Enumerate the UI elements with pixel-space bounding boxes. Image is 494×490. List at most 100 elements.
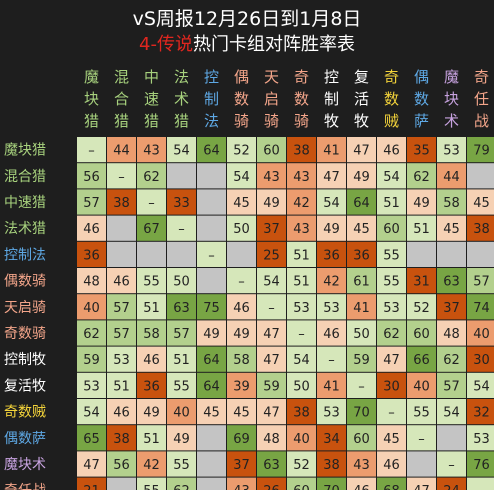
cell-value-label: 51 <box>383 196 400 211</box>
heatmap-cell <box>227 346 256 372</box>
cell-value-label: 51 <box>143 432 160 447</box>
cell-value-label: 38 <box>473 222 490 237</box>
cell-value-label: 46 <box>323 327 340 342</box>
cell-value-label: 54 <box>323 196 340 211</box>
cell-value-label: 34 <box>323 432 340 447</box>
column-header-char: 数 <box>384 90 399 108</box>
heatmap-cell <box>287 137 316 163</box>
heatmap-cell <box>377 215 406 241</box>
heatmap-cell <box>77 163 106 189</box>
heatmap-cell <box>407 399 436 425</box>
cell-value-label: 62 <box>413 170 430 185</box>
heatmap-cell <box>257 215 286 241</box>
cell-value-label: 46 <box>233 301 250 316</box>
cell-value-label: 41 <box>353 301 370 316</box>
heatmap-cell <box>287 372 316 398</box>
heatmap-cell <box>347 241 376 267</box>
heatmap-cell <box>287 268 316 294</box>
cell-value-label: 55 <box>413 406 430 421</box>
cell-value-label: – <box>388 406 395 421</box>
cell-value-label: 51 <box>293 275 310 290</box>
heatmap-cell <box>407 372 436 398</box>
cell-value-label: 47 <box>383 353 400 368</box>
row-header: 魔块术 <box>4 457 46 473</box>
cell-value-label: – <box>238 275 245 290</box>
cell-value-label: 24 <box>443 484 460 490</box>
heatmap-cell <box>197 268 226 294</box>
cell-value-label: 55 <box>173 458 190 473</box>
heatmap-cell <box>167 189 196 215</box>
column-header-char: 魔 <box>444 68 459 86</box>
heatmap-cell <box>227 137 256 163</box>
cell-value-label: – <box>418 432 425 447</box>
heatmap-cell <box>407 451 436 477</box>
heatmap-cell <box>137 268 166 294</box>
column-header-char: 块 <box>84 90 99 108</box>
cell-value-label: 65 <box>83 432 100 447</box>
heatmap-cell <box>317 320 346 346</box>
heatmap-cell <box>437 425 466 451</box>
heatmap-cell <box>197 399 226 425</box>
cell-value-label: 50 <box>293 379 310 394</box>
heatmap-cell <box>137 163 166 189</box>
column-header-char: 数 <box>414 90 429 108</box>
heatmap-cell <box>77 346 106 372</box>
heatmap-cell <box>257 477 286 490</box>
heatmap-cell <box>437 189 466 215</box>
cell-value-label: – <box>88 144 95 159</box>
column-header-char: 牧 <box>354 112 369 130</box>
heatmap-cell <box>107 372 136 398</box>
cell-value-label: 43 <box>143 144 160 159</box>
cell-value-label: 64 <box>203 144 220 159</box>
cell-value-label: 47 <box>323 170 340 185</box>
heatmap-cell <box>257 346 286 372</box>
cell-value-label: 44 <box>113 144 130 159</box>
heatmap-cell <box>227 163 256 189</box>
cell-value-label: 26 <box>263 484 280 490</box>
row-header: 控制法 <box>4 247 46 263</box>
heatmap-cell <box>347 268 376 294</box>
heatmap-cell <box>317 294 346 320</box>
cell-value-label: 54 <box>443 406 460 421</box>
heatmap-cell <box>257 399 286 425</box>
heatmap-cell <box>347 163 376 189</box>
cell-value-label: 49 <box>323 222 340 237</box>
cell-value-label: 54 <box>263 275 280 290</box>
heatmap-cell <box>467 425 494 451</box>
heatmap-cell <box>317 372 346 398</box>
column-header-char: 萨 <box>414 112 429 130</box>
heatmap-cell <box>107 137 136 163</box>
cell-value-label: – <box>178 222 185 237</box>
cell-value-label: 60 <box>263 144 280 159</box>
cell-value-label: 63 <box>263 458 280 473</box>
heatmap-cell <box>227 320 256 346</box>
cell-value-label: 41 <box>323 379 340 394</box>
heatmap-cell <box>437 268 466 294</box>
heatmap-cell <box>197 320 226 346</box>
cell-value-label: 70 <box>353 406 370 421</box>
heatmap-cell <box>377 425 406 451</box>
heatmap-cell <box>77 137 106 163</box>
cell-value-label: 64 <box>353 196 370 211</box>
cell-value-label: 54 <box>83 406 100 421</box>
cell-value-label: 56 <box>113 458 130 473</box>
heatmap-cell <box>317 399 346 425</box>
column-header: 偶数骑 <box>234 68 249 130</box>
heatmap-cell <box>287 399 316 425</box>
cell-value-label: 49 <box>413 196 430 211</box>
cell-value-label: 43 <box>293 222 310 237</box>
heatmap-cell <box>347 399 376 425</box>
column-header-char: 数 <box>294 90 309 108</box>
cell-value-label: 35 <box>413 144 430 159</box>
cell-value-label: 67 <box>143 222 160 237</box>
heatmap-cell <box>167 346 196 372</box>
cell-value-label: 53 <box>293 301 310 316</box>
row-header: 奇数贼 <box>4 404 46 421</box>
column-header: 控制牧 <box>324 68 339 130</box>
cell-value-label: 45 <box>203 406 220 421</box>
column-header-char: 偶 <box>234 68 249 86</box>
cell-value-label: 62 <box>143 170 160 185</box>
column-header-char: 猎 <box>84 112 99 130</box>
column-header-char: 牧 <box>324 112 339 130</box>
cell-value-label: 60 <box>413 327 430 342</box>
